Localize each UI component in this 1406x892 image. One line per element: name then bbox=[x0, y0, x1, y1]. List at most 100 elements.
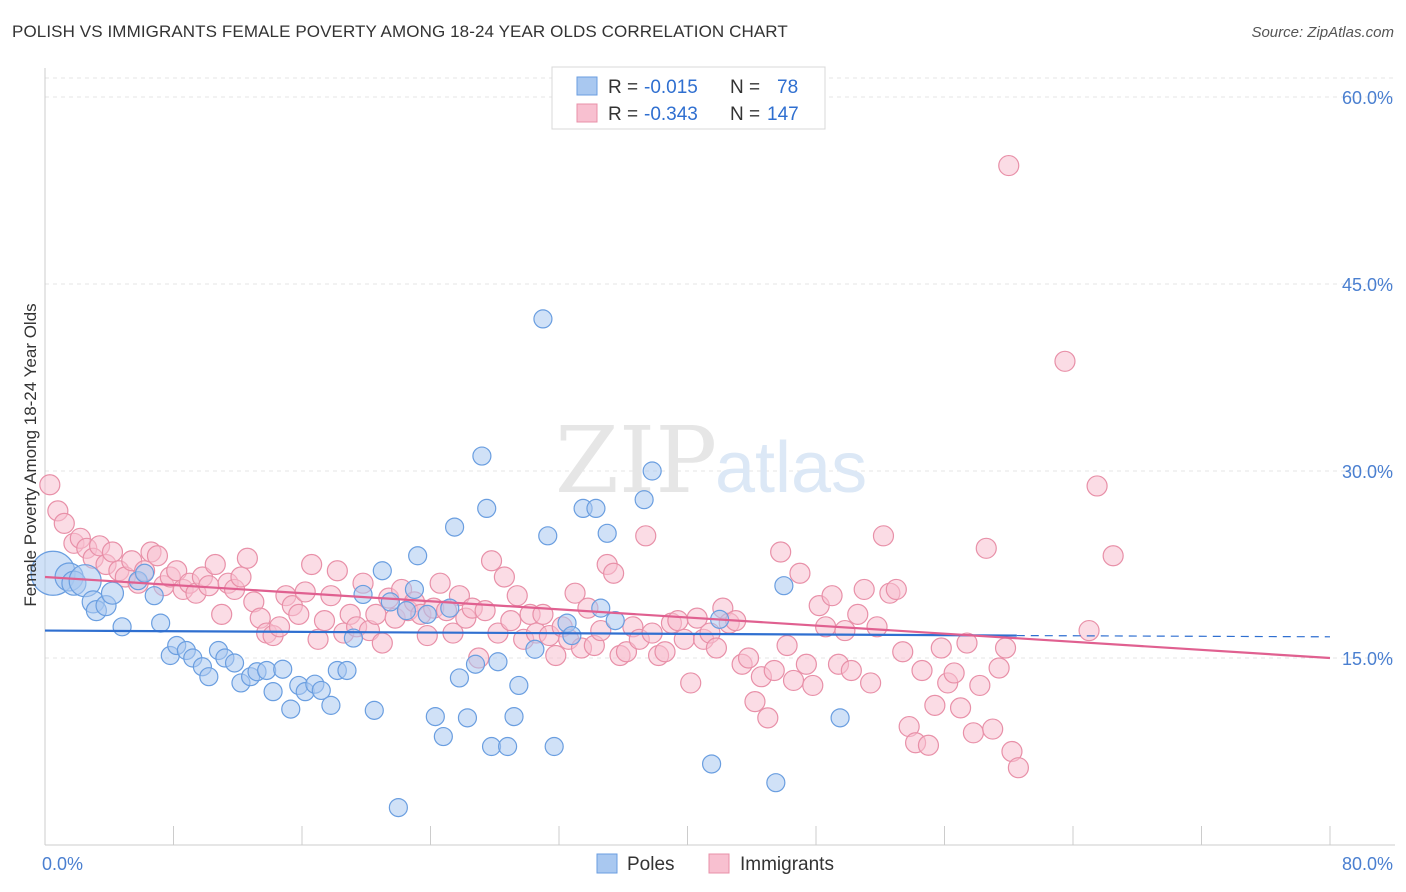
legend-r-label-immigrants: R = bbox=[608, 104, 638, 125]
data-point-poles bbox=[372, 561, 392, 581]
data-point-poles bbox=[396, 601, 417, 621]
data-point-poles bbox=[830, 708, 850, 728]
data-point-immigrants bbox=[211, 603, 233, 625]
series-immigrants-points bbox=[39, 154, 1124, 779]
data-point-poles bbox=[538, 526, 558, 546]
data-point-immigrants bbox=[493, 566, 515, 588]
data-point-immigrants bbox=[917, 734, 940, 756]
data-point-immigrants bbox=[39, 474, 61, 496]
data-point-immigrants bbox=[1054, 350, 1076, 372]
data-point-poles bbox=[311, 680, 331, 701]
trend-line-poles bbox=[44, 629, 1017, 637]
data-point-immigrants bbox=[268, 616, 291, 638]
legend-n-label-immigrants: N = bbox=[730, 104, 760, 125]
data-point-immigrants bbox=[1078, 619, 1100, 642]
data-point-immigrants bbox=[635, 525, 657, 547]
data-point-immigrants bbox=[371, 632, 393, 654]
data-point-poles bbox=[343, 628, 363, 648]
y-tick-label: 15.0% bbox=[1342, 649, 1393, 669]
legend-r-value-poles: -0.015 bbox=[644, 77, 698, 98]
data-point-immigrants bbox=[667, 609, 689, 632]
tick-labels: 15.0% 30.0% 45.0% 60.0% 0.0% 80.0% bbox=[42, 88, 1393, 874]
data-point-immigrants bbox=[230, 566, 252, 588]
data-point-poles bbox=[586, 498, 606, 518]
data-point-immigrants bbox=[1102, 545, 1124, 567]
data-point-poles bbox=[498, 736, 518, 757]
data-point-poles bbox=[774, 576, 794, 596]
data-point-poles bbox=[544, 736, 564, 757]
data-point-poles bbox=[504, 706, 524, 727]
x-tick-label: 80.0% bbox=[1342, 854, 1393, 874]
data-point-immigrants bbox=[737, 647, 760, 669]
data-point-immigrants bbox=[924, 694, 946, 716]
data-point-poles bbox=[457, 708, 478, 728]
data-point-immigrants bbox=[1086, 475, 1108, 497]
data-point-immigrants bbox=[236, 547, 258, 569]
data-point-poles bbox=[112, 617, 132, 637]
data-point-poles bbox=[263, 682, 283, 702]
y-tick-label: 30.0% bbox=[1342, 462, 1393, 482]
data-point-immigrants bbox=[982, 718, 1004, 740]
data-point-poles bbox=[134, 563, 155, 583]
chart-title: POLISH VS IMMIGRANTS FEMALE POVERTY AMON… bbox=[12, 22, 788, 41]
data-point-immigrants bbox=[757, 707, 779, 729]
data-point-immigrants bbox=[994, 637, 1017, 659]
legend-box: R = -0.015 N = 78 R = -0.343 N = 147 bbox=[551, 66, 826, 130]
data-point-immigrants bbox=[763, 659, 785, 682]
data-point-immigrants bbox=[288, 603, 310, 625]
data-point-poles bbox=[701, 754, 722, 774]
bottom-legend: Poles Immigrants bbox=[596, 853, 834, 875]
data-point-immigrants bbox=[949, 697, 972, 719]
data-point-poles bbox=[417, 604, 437, 624]
data-point-immigrants bbox=[885, 578, 907, 601]
data-point-immigrants bbox=[840, 659, 862, 682]
data-point-poles bbox=[281, 699, 301, 719]
data-point-poles bbox=[273, 659, 293, 679]
data-point-immigrants bbox=[821, 585, 843, 607]
data-point-poles bbox=[353, 584, 373, 605]
data-point-immigrants bbox=[789, 562, 811, 584]
data-point-immigrants bbox=[429, 572, 451, 594]
data-point-poles bbox=[597, 523, 617, 543]
data-point-poles bbox=[591, 598, 611, 618]
legend-n-value-poles: 78 bbox=[777, 77, 798, 98]
data-point-immigrants bbox=[416, 624, 438, 647]
legend-swatch-poles bbox=[576, 76, 598, 96]
data-point-immigrants bbox=[975, 537, 997, 559]
data-point-immigrants bbox=[998, 154, 1020, 177]
legend-r-value-immigrants: -0.343 bbox=[644, 104, 698, 125]
data-point-immigrants bbox=[705, 637, 728, 659]
data-point-immigrants bbox=[564, 582, 586, 604]
bottom-legend-label-poles: Poles bbox=[627, 854, 675, 875]
data-point-poles bbox=[144, 586, 164, 606]
data-point-immigrants bbox=[943, 662, 965, 684]
data-point-immigrants bbox=[146, 545, 169, 567]
data-point-immigrants bbox=[500, 609, 522, 632]
data-point-immigrants bbox=[892, 641, 914, 663]
data-point-poles bbox=[605, 610, 625, 631]
data-point-immigrants bbox=[603, 562, 625, 584]
data-point-immigrants bbox=[853, 578, 875, 601]
data-point-immigrants bbox=[782, 669, 805, 692]
data-point-immigrants bbox=[866, 616, 888, 638]
bottom-legend-swatch-immigrants bbox=[708, 853, 730, 874]
data-point-poles bbox=[562, 625, 582, 646]
data-point-immigrants bbox=[166, 560, 188, 582]
data-point-poles bbox=[525, 639, 545, 659]
data-point-immigrants bbox=[969, 674, 991, 697]
data-point-poles bbox=[151, 613, 171, 633]
x-tick-label: 0.0% bbox=[42, 854, 83, 874]
data-point-immigrants bbox=[872, 525, 895, 547]
data-point-immigrants bbox=[744, 691, 766, 713]
data-point-poles bbox=[509, 675, 529, 696]
y-tick-label: 45.0% bbox=[1342, 275, 1393, 295]
data-point-immigrants bbox=[301, 553, 323, 576]
data-point-poles bbox=[337, 660, 357, 681]
data-point-poles bbox=[634, 490, 654, 510]
data-point-poles bbox=[404, 579, 425, 600]
data-point-immigrants bbox=[770, 541, 792, 563]
data-point-immigrants bbox=[1007, 757, 1029, 779]
legend-n-label-poles: N = bbox=[730, 77, 760, 98]
data-point-immigrants bbox=[654, 641, 676, 663]
